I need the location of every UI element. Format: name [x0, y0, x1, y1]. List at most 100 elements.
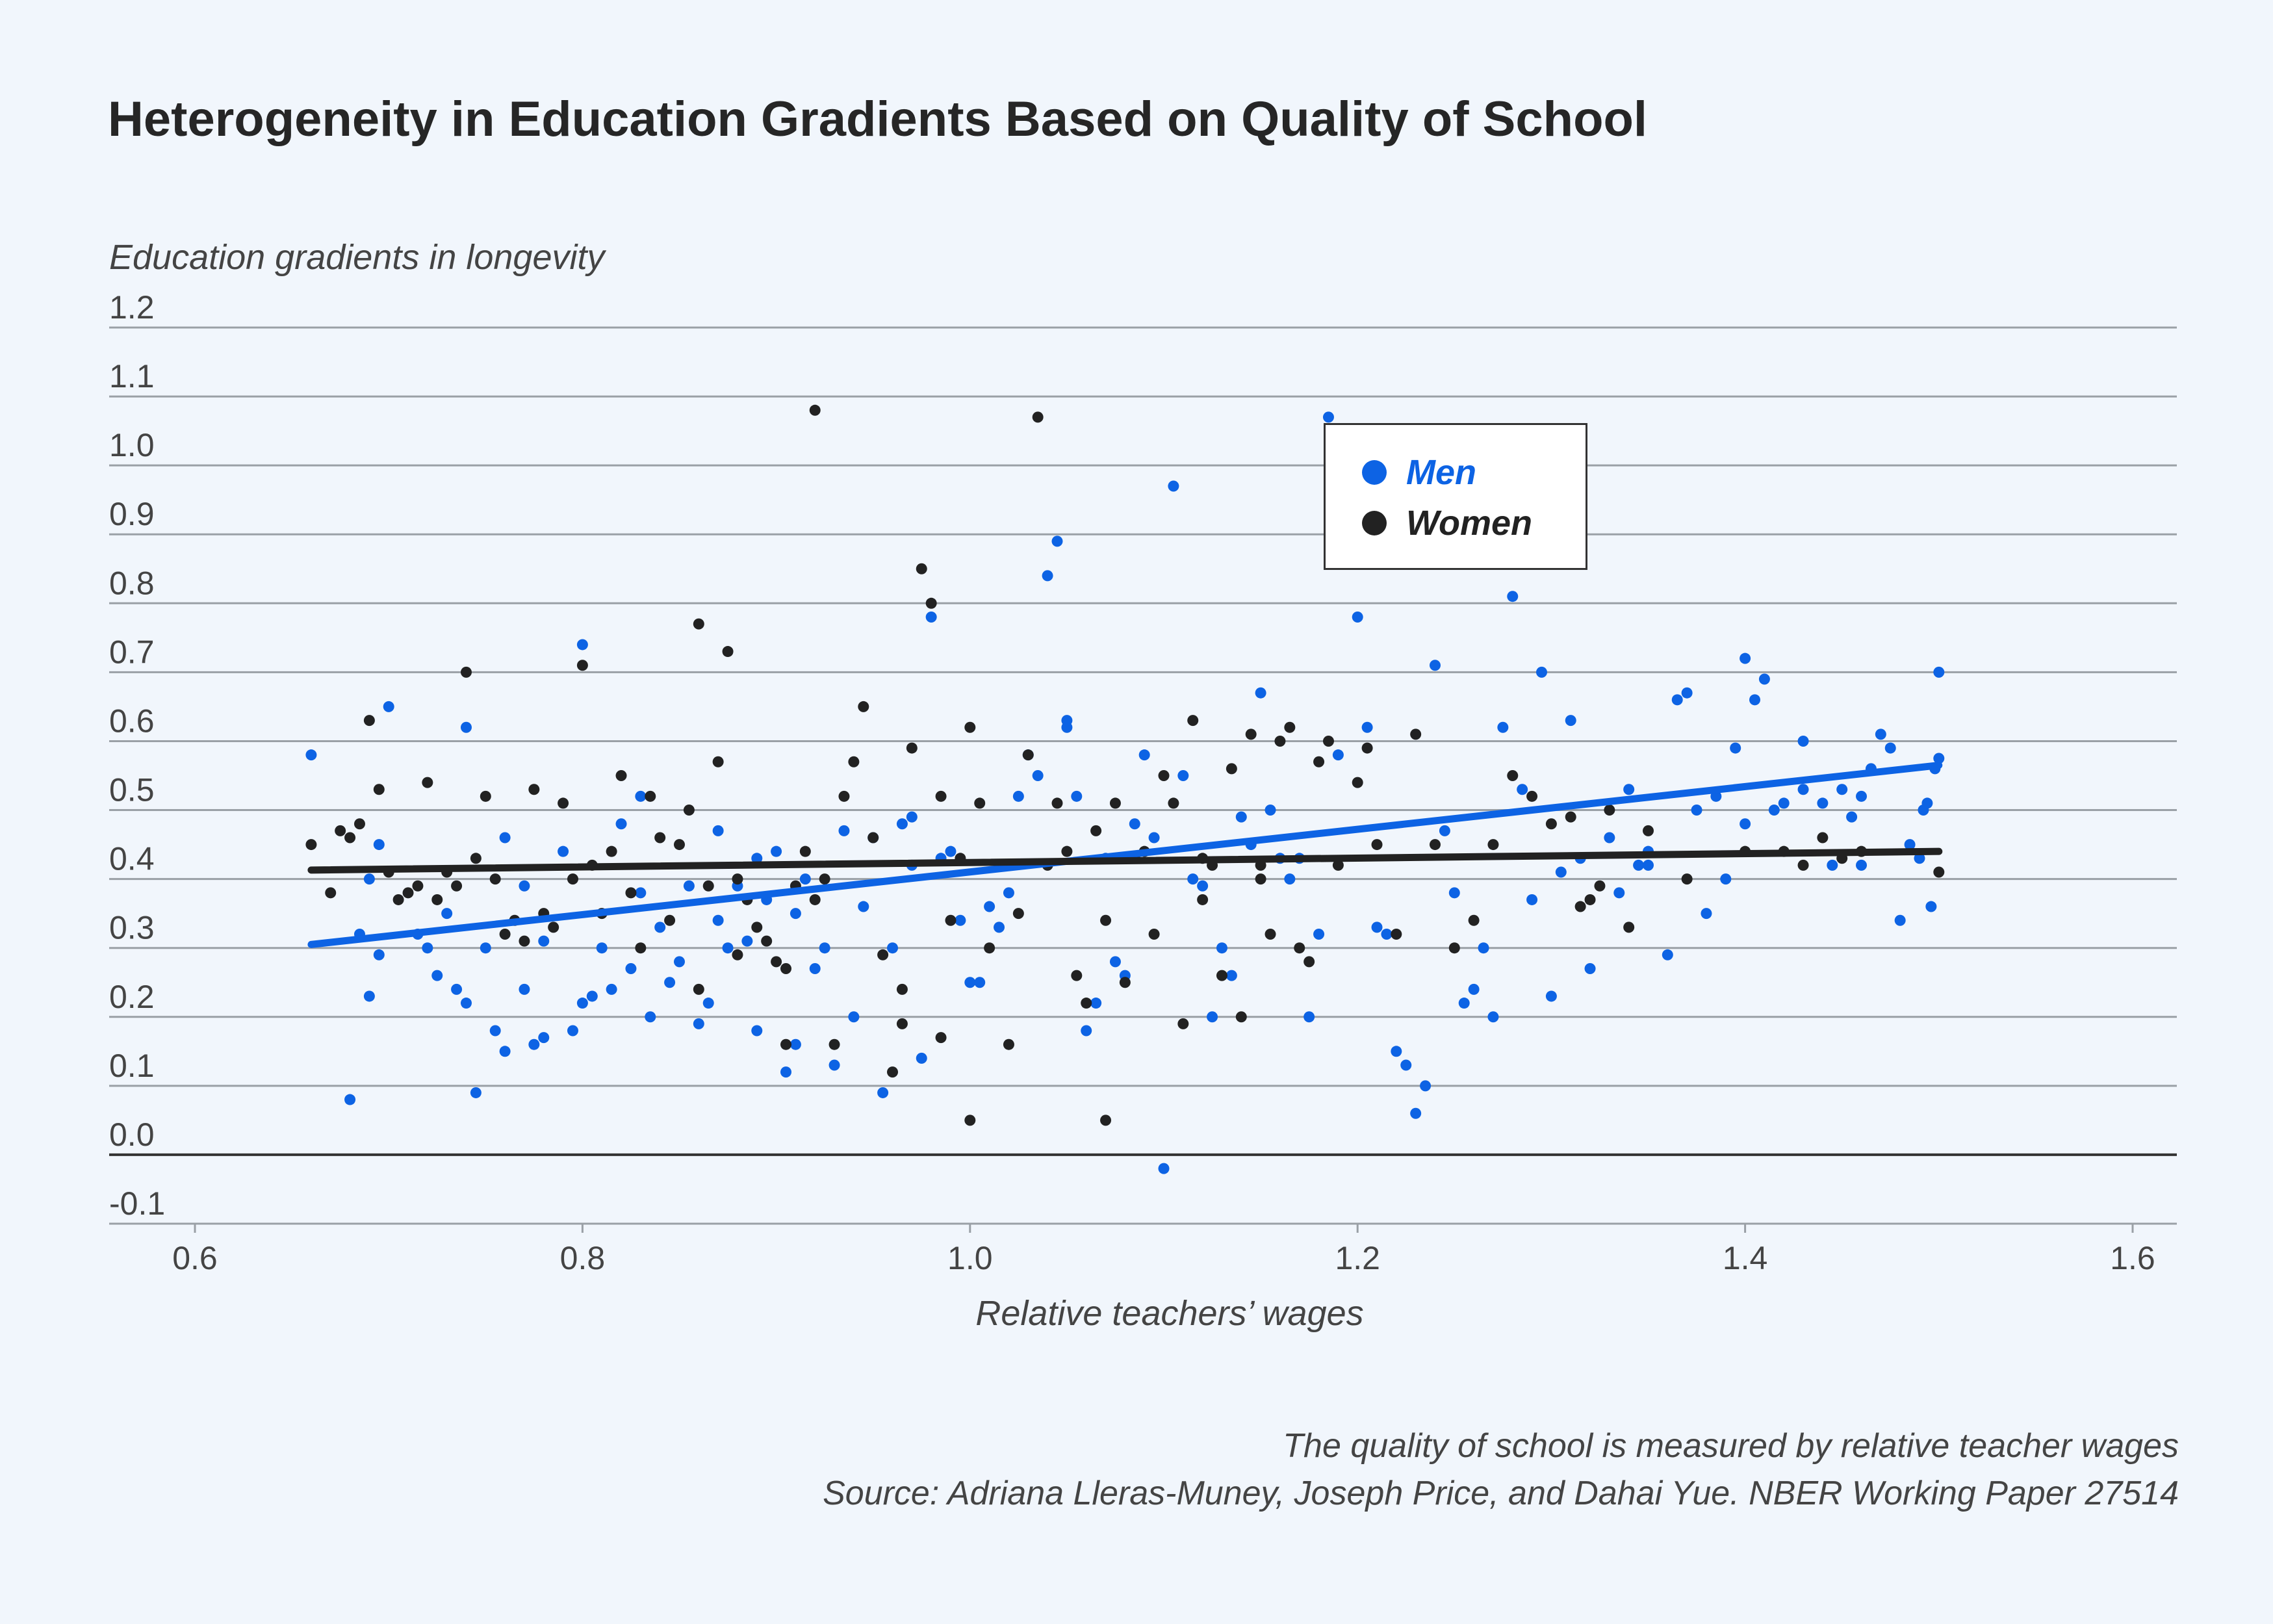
point-men — [1265, 805, 1276, 816]
point-men — [674, 956, 685, 968]
point-men — [1177, 770, 1189, 781]
point-women — [1623, 922, 1635, 933]
point-men — [1797, 735, 1809, 747]
point-men — [964, 977, 976, 988]
point-men — [1778, 797, 1790, 809]
point-men — [1391, 1046, 1402, 1057]
point-women — [780, 1038, 792, 1050]
point-women — [732, 949, 743, 960]
point-women — [645, 790, 656, 802]
point-women — [1245, 728, 1257, 740]
point-women — [664, 914, 676, 926]
point-women — [1410, 728, 1422, 740]
x-tick-label: 1.0 — [947, 1240, 993, 1276]
point-men — [906, 811, 918, 823]
point-men — [1836, 784, 1848, 795]
point-men — [363, 873, 375, 885]
point-women — [1352, 777, 1363, 788]
point-men — [431, 970, 443, 981]
point-men — [1303, 1011, 1315, 1023]
point-women — [761, 935, 773, 947]
y-tick-label: 0.6 — [109, 702, 155, 739]
point-women — [344, 832, 356, 844]
point-men — [1827, 859, 1838, 871]
point-women — [392, 894, 404, 905]
point-women — [848, 756, 860, 767]
point-men — [470, 1087, 482, 1098]
point-men — [373, 839, 385, 851]
point-men — [363, 990, 375, 1002]
chart-note: The quality of school is measured by rel… — [1283, 1427, 2179, 1465]
point-women — [625, 887, 637, 899]
point-women — [1012, 908, 1024, 920]
y-tick-label: 1.2 — [109, 289, 155, 326]
point-men — [1081, 1025, 1092, 1037]
point-women — [402, 887, 414, 899]
point-men — [848, 1011, 860, 1023]
point-men — [460, 998, 472, 1009]
point-women — [819, 873, 830, 885]
point-men — [1061, 715, 1073, 727]
point-men — [1361, 721, 1373, 733]
point-men — [1381, 928, 1393, 940]
point-women — [1081, 998, 1092, 1009]
point-women — [838, 790, 850, 802]
point-men — [1042, 570, 1053, 582]
point-men — [1032, 770, 1044, 781]
point-women — [1313, 756, 1325, 767]
point-women — [799, 845, 811, 857]
y-tick-label: -0.1 — [109, 1185, 165, 1222]
point-women — [1294, 942, 1305, 954]
point-women — [1933, 866, 1945, 878]
point-women — [732, 873, 743, 885]
point-women — [654, 832, 666, 844]
point-women — [1226, 763, 1237, 775]
point-men — [702, 998, 714, 1009]
point-men — [1216, 942, 1227, 954]
point-women — [1507, 770, 1519, 781]
point-men — [1740, 652, 1751, 664]
point-women — [1681, 873, 1693, 885]
point-women — [683, 805, 695, 816]
point-men — [1691, 805, 1702, 816]
point-women — [1158, 770, 1170, 781]
point-men — [664, 977, 676, 988]
point-women — [1100, 914, 1112, 926]
y-tick-label: 1.0 — [109, 427, 155, 463]
y-tick-label: 1.1 — [109, 358, 155, 394]
point-men — [528, 1038, 540, 1050]
point-women — [1448, 942, 1460, 954]
point-women — [1071, 970, 1083, 981]
point-men — [441, 908, 453, 920]
point-women — [548, 922, 559, 933]
point-women — [363, 715, 375, 727]
point-women — [412, 880, 424, 892]
point-men — [1749, 694, 1761, 706]
point-women — [1574, 901, 1586, 912]
y-tick-label: 0.4 — [109, 841, 155, 877]
women-marker-icon — [1362, 511, 1387, 535]
point-men — [1071, 790, 1083, 802]
point-men — [828, 1059, 840, 1071]
point-women — [1265, 928, 1276, 940]
point-men — [1613, 887, 1625, 899]
point-women — [1235, 1011, 1247, 1023]
point-men — [451, 983, 463, 995]
point-men — [896, 818, 908, 830]
point-men — [1545, 990, 1557, 1002]
point-men — [838, 825, 850, 836]
point-men — [576, 639, 588, 651]
point-men — [1429, 660, 1441, 671]
point-men — [558, 845, 569, 857]
point-women — [828, 1038, 840, 1050]
point-women — [916, 563, 927, 574]
point-women — [712, 756, 724, 767]
point-men — [751, 1025, 763, 1037]
point-women — [422, 777, 433, 788]
point-men — [1478, 942, 1489, 954]
point-men — [1400, 1059, 1412, 1071]
point-men — [1604, 832, 1615, 844]
point-men — [1148, 832, 1160, 844]
point-men — [1846, 811, 1858, 823]
point-men — [460, 721, 472, 733]
